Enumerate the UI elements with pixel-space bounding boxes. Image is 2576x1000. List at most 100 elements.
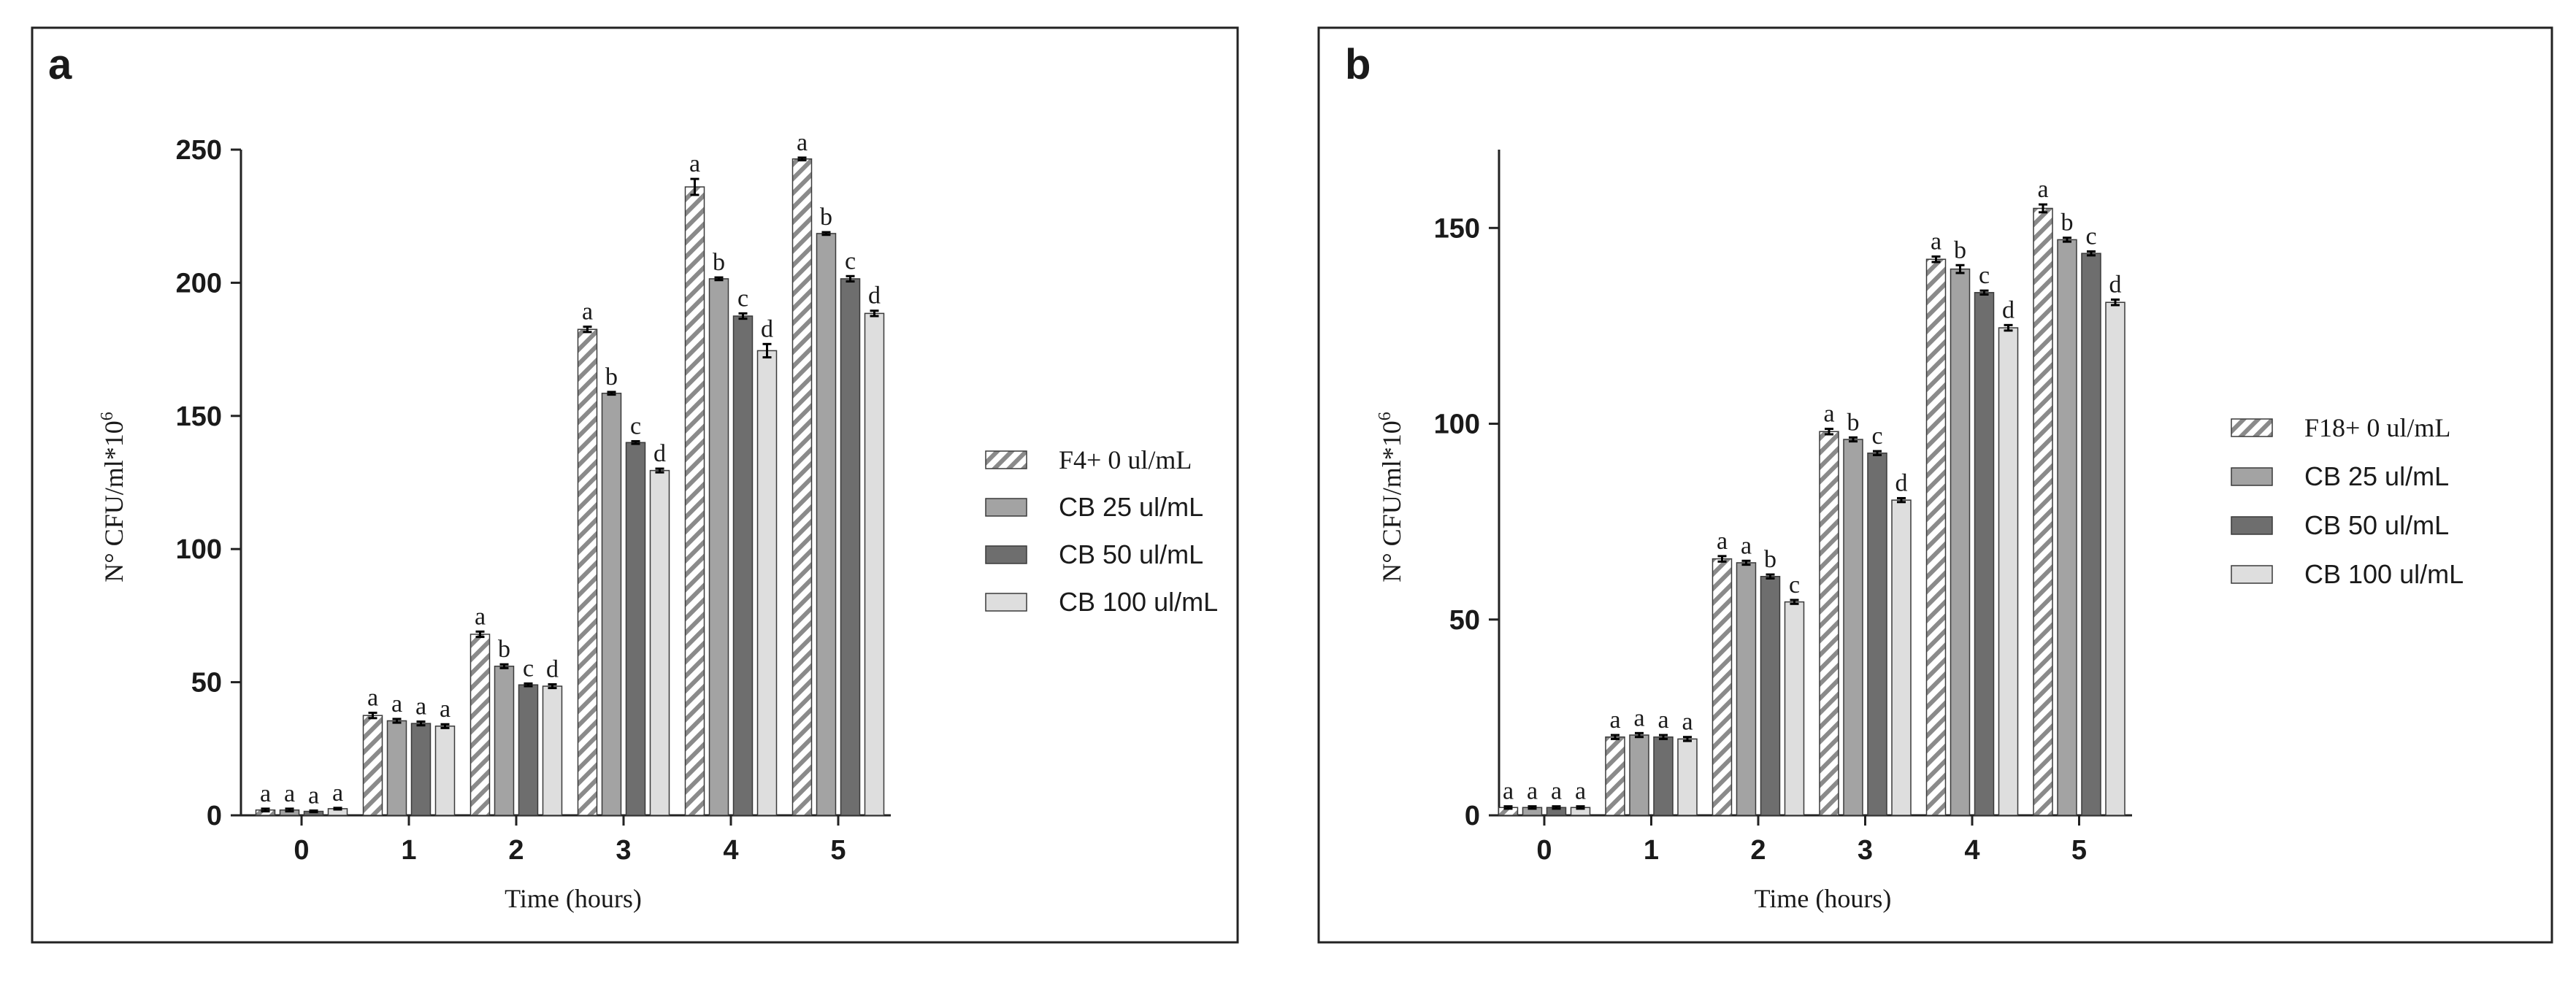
significance-letter: a xyxy=(475,603,486,630)
significance-letter: b xyxy=(713,249,725,276)
significance-letter: d xyxy=(761,315,773,342)
y-axis-label-text: N° CFU/ml*10 xyxy=(99,420,129,582)
significance-letter: c xyxy=(630,412,641,439)
legend-label: CB 100 ul/mL xyxy=(2304,559,2464,589)
x-tick-label: 3 xyxy=(1858,835,1873,866)
bar xyxy=(2081,253,2101,816)
legend-label: CB 50 ul/mL xyxy=(1059,539,1203,569)
significance-letter: a xyxy=(1657,707,1668,734)
significance-letter: a xyxy=(582,299,593,326)
legend-swatch xyxy=(2231,467,2273,486)
significance-letter: a xyxy=(1741,532,1752,559)
y-tick-label: 250 xyxy=(176,135,222,166)
panel-frame xyxy=(1317,26,2553,944)
legend-swatch xyxy=(2231,418,2273,437)
bar xyxy=(1736,562,1757,816)
bar xyxy=(2105,301,2125,816)
bar xyxy=(494,665,515,816)
bar xyxy=(1711,558,1733,816)
panel-frame xyxy=(31,26,1239,944)
y-tick-label: 200 xyxy=(176,268,222,299)
panel-label: b xyxy=(1345,41,1371,88)
legend-swatch xyxy=(2231,565,2273,584)
x-tick-label: 2 xyxy=(1750,835,1766,866)
x-tick-label: 3 xyxy=(616,835,631,866)
significance-letter: a xyxy=(391,691,402,718)
bar xyxy=(1784,601,1805,816)
legend-swatch xyxy=(985,545,1027,564)
bar xyxy=(1950,268,1971,816)
bar xyxy=(708,278,729,816)
y-axis-label: N° CFU/ml*106 xyxy=(98,412,129,582)
significance-letter: b xyxy=(2061,209,2074,236)
bar xyxy=(577,328,598,816)
legend-label: F18+ 0 ul/mL xyxy=(2304,413,2450,442)
legend-swatch xyxy=(2231,516,2273,535)
significance-letter: d xyxy=(1895,469,1908,496)
significance-letter: a xyxy=(797,129,808,156)
bar xyxy=(542,685,563,816)
bar xyxy=(1867,453,1887,816)
x-tick-label: 4 xyxy=(1964,835,1979,866)
significance-letter: a xyxy=(1633,704,1644,731)
y-axis-label: N° CFU/ml*106 xyxy=(1376,412,1406,582)
significance-letter: c xyxy=(1979,262,1990,289)
bar xyxy=(756,350,778,816)
legend-label: F4+ 0 ul/mL xyxy=(1059,445,1192,474)
x-tick-label: 2 xyxy=(508,835,524,866)
x-tick-label: 0 xyxy=(1536,835,1552,866)
y-axis-label-superscript: 6 xyxy=(98,412,117,420)
bar xyxy=(410,723,432,816)
legend-label: CB 25 ul/mL xyxy=(2304,461,2449,491)
bar xyxy=(434,726,456,816)
bar xyxy=(1760,576,1781,816)
significance-letter: a xyxy=(284,780,295,807)
bar xyxy=(362,715,383,816)
bar xyxy=(864,312,885,816)
significance-letter: a xyxy=(2037,176,2048,203)
bar xyxy=(1677,738,1698,816)
legend-label: CB 25 ul/mL xyxy=(1059,492,1203,522)
bar xyxy=(1653,736,1674,816)
bar xyxy=(2033,207,2053,816)
x-tick-label: 1 xyxy=(1644,835,1659,866)
bar xyxy=(2057,239,2077,816)
bar xyxy=(840,278,861,816)
significance-letter: a xyxy=(367,685,378,712)
significance-letter: c xyxy=(845,247,856,274)
significance-letter: a xyxy=(1575,778,1586,805)
significance-letter: a xyxy=(332,780,343,807)
significance-letter: c xyxy=(1871,423,1882,450)
significance-letter: a xyxy=(1823,401,1834,428)
y-tick-label: 100 xyxy=(176,534,222,565)
significance-letter: c xyxy=(1789,572,1800,599)
legend-swatch xyxy=(985,498,1027,517)
significance-letter: b xyxy=(1764,546,1776,573)
x-tick-label: 0 xyxy=(294,835,309,866)
significance-letter: a xyxy=(1931,228,1941,255)
significance-letter: a xyxy=(260,780,271,807)
significance-letter: a xyxy=(1717,528,1728,555)
significance-letter: d xyxy=(653,440,666,467)
x-tick-label: 1 xyxy=(401,835,416,866)
bar xyxy=(816,233,837,816)
bar xyxy=(601,393,622,816)
bar xyxy=(1998,327,2019,816)
bar xyxy=(1605,736,1625,816)
significance-letter: b xyxy=(1847,409,1860,436)
significance-letter: a xyxy=(415,693,426,720)
legend-label: CB 100 ul/mL xyxy=(1059,587,1218,617)
y-tick-label: 150 xyxy=(176,401,222,432)
bar xyxy=(469,634,491,816)
bar xyxy=(791,158,813,816)
significance-letter: a xyxy=(1682,709,1693,736)
x-tick-label: 5 xyxy=(830,835,846,866)
bar xyxy=(386,720,407,816)
significance-letter: a xyxy=(440,696,451,723)
significance-letter: d xyxy=(2109,271,2122,298)
bar xyxy=(1819,431,1839,816)
significance-letter: b xyxy=(1954,236,1966,264)
bar xyxy=(649,469,670,816)
bar xyxy=(1925,258,1947,816)
